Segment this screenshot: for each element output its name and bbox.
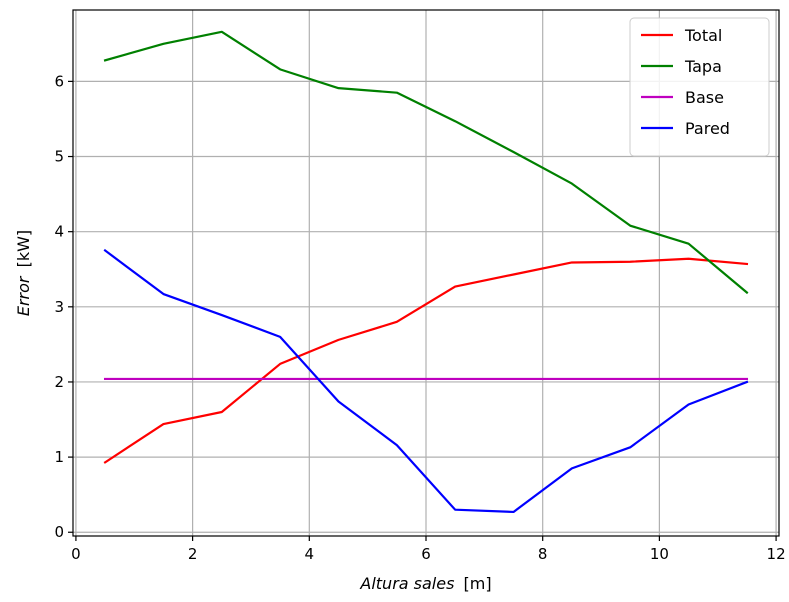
x-tick-label: 12	[767, 545, 786, 563]
y-axis-label: Error [kW]	[14, 230, 33, 316]
series-line-total	[103, 257, 749, 464]
x-tick-label: 0	[71, 545, 81, 563]
legend-label: Pared	[685, 119, 730, 138]
legend: Total Tapa Base Pared	[629, 17, 770, 157]
x-axis-ticks: 0 2 4 6 8 10 12	[71, 536, 786, 563]
series-lines	[103, 30, 749, 514]
x-axis-label-unit: [m]	[464, 574, 492, 593]
y-tick-label: 6	[54, 72, 64, 90]
legend-label: Base	[685, 88, 724, 107]
x-tick-label: 2	[188, 545, 198, 563]
y-tick-label: 0	[54, 523, 64, 541]
legend-label: Tapa	[684, 57, 722, 76]
legend-item-base: Base	[641, 88, 724, 107]
y-tick-label: 5	[54, 148, 64, 166]
y-tick-label: 4	[54, 223, 64, 241]
x-tick-label: 10	[650, 545, 669, 563]
x-tick-label: 8	[538, 545, 548, 563]
legend-item-pared: Pared	[641, 119, 730, 138]
x-axis-label-main: Altura sales	[359, 574, 454, 593]
legend-box	[629, 17, 770, 157]
legend-item-total: Total	[641, 26, 722, 45]
legend-item-tapa: Tapa	[641, 57, 722, 76]
series-line-pared	[103, 248, 749, 514]
x-axis-label: Altura sales [m]	[359, 574, 491, 593]
y-tick-label: 3	[54, 298, 64, 316]
x-tick-label: 4	[305, 545, 315, 563]
series-line-tapa	[103, 30, 749, 295]
x-tick-label: 6	[421, 545, 431, 563]
y-axis-label-main: Error	[14, 275, 33, 316]
y-axis-ticks: 0 1 2 3 4 5 6	[54, 72, 73, 541]
legend-label: Total	[684, 26, 722, 45]
y-axis-label-unit: [kW]	[14, 230, 33, 268]
y-tick-label: 2	[54, 373, 64, 391]
y-tick-label: 1	[54, 448, 64, 466]
